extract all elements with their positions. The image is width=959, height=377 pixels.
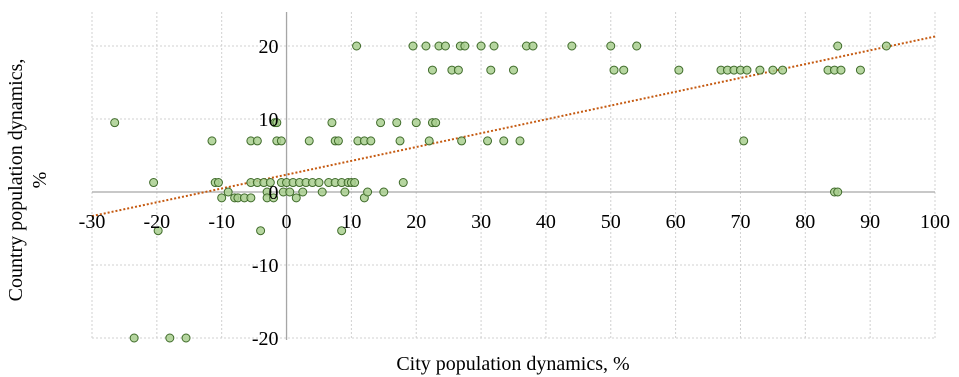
x-tick-label: 60 — [666, 211, 686, 233]
x-tick-label: 80 — [795, 211, 815, 233]
data-point — [742, 65, 752, 75]
data-point — [213, 178, 223, 188]
data-point — [833, 187, 843, 197]
data-point — [291, 193, 301, 203]
data-point — [350, 178, 360, 188]
data-point — [483, 136, 493, 146]
data-point — [632, 41, 642, 51]
data-point — [304, 136, 314, 146]
data-point — [515, 136, 525, 146]
data-point — [431, 118, 441, 128]
y-tick-label: 0 — [269, 182, 279, 204]
data-point — [528, 41, 538, 51]
x-tick-label: 70 — [730, 211, 750, 233]
y-tick-label: 20 — [259, 36, 279, 58]
data-point — [352, 41, 362, 51]
data-point — [855, 65, 865, 75]
data-point — [395, 136, 405, 146]
data-point — [298, 187, 308, 197]
x-tick-label: 10 — [341, 211, 361, 233]
trendline-layer — [91, 35, 936, 218]
data-point — [327, 118, 337, 128]
data-point — [110, 118, 120, 128]
data-point — [674, 65, 684, 75]
data-point — [165, 333, 175, 343]
data-point — [269, 193, 279, 203]
data-point — [314, 178, 324, 188]
data-point — [609, 65, 619, 75]
x-tick-label: 0 — [282, 211, 292, 233]
y-tick-label: 10 — [259, 109, 279, 131]
data-point — [379, 187, 389, 197]
data-point — [457, 136, 467, 146]
data-point — [440, 41, 450, 51]
data-point — [460, 41, 470, 51]
data-point — [272, 118, 282, 128]
x-axis-title: City population dynamics, % — [396, 353, 629, 375]
data-point — [755, 65, 765, 75]
data-point — [833, 41, 843, 51]
x-tick-label: 90 — [860, 211, 880, 233]
x-tick-label: 30 — [471, 211, 491, 233]
data-point — [337, 226, 347, 236]
data-point — [252, 136, 262, 146]
data-point — [836, 65, 846, 75]
data-point — [881, 41, 891, 51]
data-point — [619, 65, 629, 75]
data-point — [217, 193, 227, 203]
x-tick-label: -20 — [144, 211, 171, 233]
data-point — [778, 65, 788, 75]
x-tick-label: -30 — [79, 211, 106, 233]
data-point — [499, 136, 509, 146]
data-point — [567, 41, 577, 51]
data-point — [149, 178, 159, 188]
data-point — [246, 193, 256, 203]
data-point — [509, 65, 518, 75]
y-tick-label: -20 — [252, 328, 279, 350]
data-point — [476, 41, 486, 51]
data-point — [207, 136, 217, 146]
data-point — [408, 41, 418, 51]
data-point — [739, 136, 749, 146]
data-point — [153, 226, 163, 236]
axes — [92, 12, 935, 340]
data-point — [427, 65, 437, 75]
data-point — [486, 65, 496, 75]
data-points — [110, 41, 891, 343]
data-point — [340, 187, 350, 197]
data-point — [333, 136, 343, 146]
data-point — [421, 41, 431, 51]
data-point — [376, 118, 386, 128]
data-point — [489, 41, 499, 51]
data-point — [265, 178, 275, 188]
y-axis-title: Country population dynamics,% — [5, 59, 51, 302]
data-point — [392, 118, 402, 128]
x-tick-label: 40 — [536, 211, 556, 233]
x-tick-label: 100 — [920, 211, 950, 233]
data-point — [129, 333, 139, 343]
data-point — [411, 118, 421, 128]
gridlines — [91, 12, 936, 340]
trendline — [91, 35, 936, 218]
data-point — [398, 178, 408, 188]
data-point — [256, 226, 266, 236]
data-point — [363, 187, 373, 197]
data-point — [276, 136, 286, 146]
data-point — [424, 136, 434, 146]
x-tick-label: -10 — [208, 211, 235, 233]
y-tick-label: -10 — [252, 255, 279, 277]
data-point — [768, 65, 778, 75]
data-point — [366, 136, 376, 146]
x-tick-label: 20 — [406, 211, 426, 233]
data-point — [223, 187, 233, 197]
x-tick-labels: -30 -20 -10 0 10 20 30 40 50 60 70 80 90 100 — [79, 211, 950, 233]
data-point — [285, 187, 295, 197]
x-tick-label: 50 — [601, 211, 621, 233]
data-point — [606, 41, 616, 51]
data-point — [453, 65, 463, 75]
data-point — [181, 333, 191, 343]
y-tick-labels: 20 10 0 -10 -20 — [252, 36, 279, 350]
data-point — [317, 187, 327, 197]
